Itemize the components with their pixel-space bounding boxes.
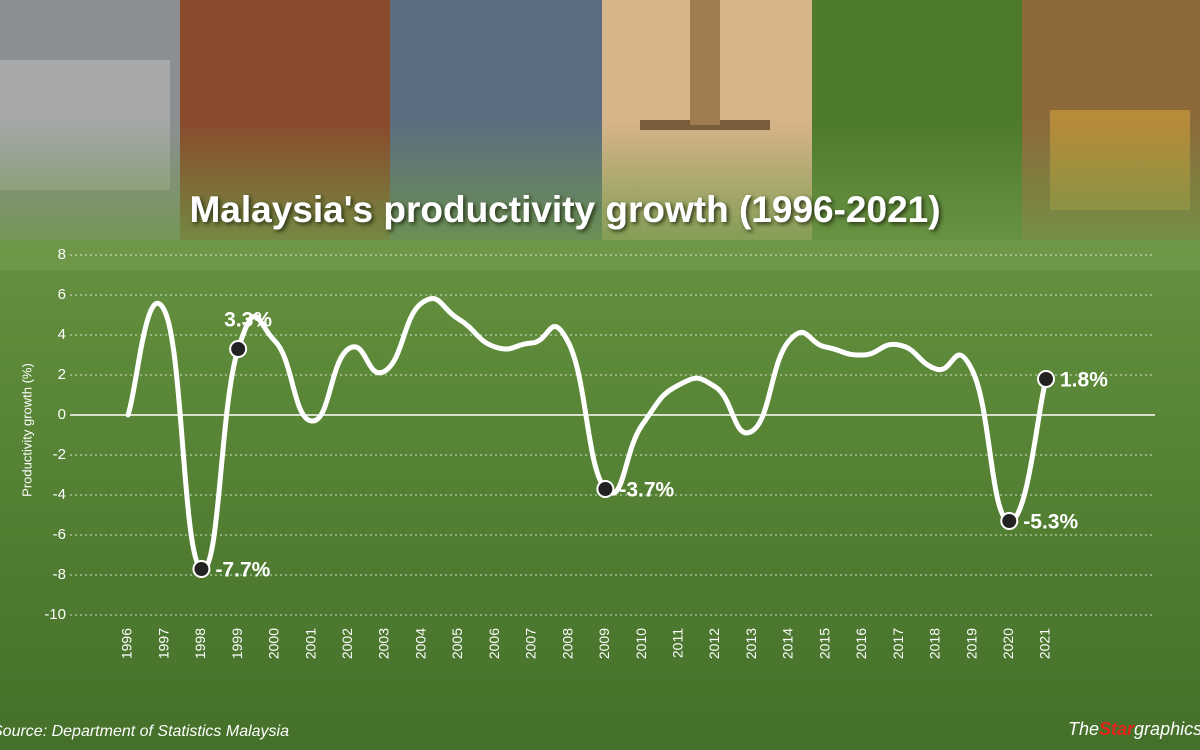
y-tick-label: 6 xyxy=(58,286,66,303)
x-tick-label: 2010 xyxy=(633,628,649,659)
y-tick-label: -8 xyxy=(53,566,66,583)
x-tick-label: 2006 xyxy=(486,628,502,659)
x-tick-label: 2011 xyxy=(670,628,686,658)
x-tick-label: 2012 xyxy=(706,628,722,659)
y-tick-label: -10 xyxy=(44,606,66,623)
y-tick-label: 8 xyxy=(58,246,66,263)
y-axis-label: Productivity growth (%) xyxy=(19,363,34,497)
x-tick-label: 1996 xyxy=(119,628,135,659)
x-tick-label: 2001 xyxy=(302,628,318,659)
brand-part: graphics xyxy=(1134,719,1200,739)
value-label: -7.7% xyxy=(215,559,270,582)
x-tick-label: 2014 xyxy=(780,628,796,659)
x-tick-label: 2016 xyxy=(853,628,869,659)
x-tick-label: 1999 xyxy=(229,628,245,659)
brand: TheStargraphics xyxy=(1068,719,1200,739)
y-tick-label: 0 xyxy=(58,406,66,423)
chart-title: Malaysia's productivity growth (1996-202… xyxy=(189,189,940,230)
y-tick-label: 2 xyxy=(58,366,66,383)
value-label: -3.7% xyxy=(619,479,674,502)
x-tick-label: 2018 xyxy=(927,628,943,659)
y-tick-label: -4 xyxy=(53,486,66,503)
x-tick-label: 2002 xyxy=(339,628,355,659)
x-tick-label: 2017 xyxy=(890,628,906,659)
x-tick-label: 2003 xyxy=(376,628,392,659)
x-tick-label: 1998 xyxy=(192,628,208,659)
y-tick-label: 4 xyxy=(58,326,66,343)
point xyxy=(229,340,248,358)
source: Source: Department of Statistics Malaysi… xyxy=(0,723,289,740)
value-label: 3.3% xyxy=(224,309,272,332)
x-tick-label: 2021 xyxy=(1037,628,1053,659)
point xyxy=(1000,512,1019,530)
x-tick-label: 2008 xyxy=(559,628,575,659)
x-tick-label: 2019 xyxy=(963,628,979,659)
x-tick-label: 2007 xyxy=(523,628,539,659)
value-label: 1.8% xyxy=(1060,369,1108,392)
brand-part: Star xyxy=(1099,719,1135,739)
y-tick-label: -6 xyxy=(53,526,66,543)
x-tick-label: 2015 xyxy=(816,628,832,659)
photo-strip xyxy=(0,0,1200,270)
x-tick-label: 2005 xyxy=(449,628,465,659)
x-tick-label: 2004 xyxy=(412,628,428,659)
x-tick-label: 2020 xyxy=(1000,628,1016,659)
y-tick-label: -2 xyxy=(53,446,66,463)
point xyxy=(596,480,615,498)
value-label: -5.3% xyxy=(1023,511,1078,534)
x-tick-label: 1997 xyxy=(155,628,171,659)
point xyxy=(192,560,211,578)
brand-part: The xyxy=(1068,719,1099,739)
x-tick-label: 2013 xyxy=(743,628,759,659)
x-tick-label: 2000 xyxy=(266,628,282,659)
point xyxy=(1037,370,1055,388)
plot: -10 -8 -6 -4 -2 0 2 4 6 8 1996 1997 1998 1999 2000 2001… xyxy=(44,246,1155,659)
x-tick-label: 2009 xyxy=(596,628,612,659)
